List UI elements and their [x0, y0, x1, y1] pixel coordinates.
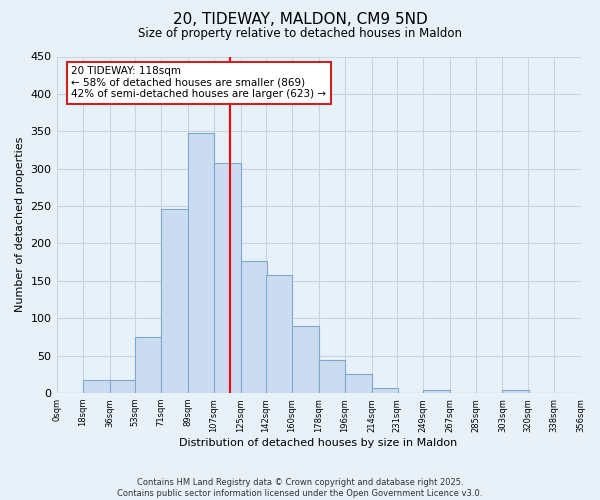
Bar: [423, 390, 449, 393]
Text: 20 TIDEWAY: 118sqm
← 58% of detached houses are smaller (869)
42% of semi-detach: 20 TIDEWAY: 118sqm ← 58% of detached hou…: [71, 66, 326, 100]
Bar: [266, 275, 292, 393]
Bar: [83, 380, 110, 393]
X-axis label: Distribution of detached houses by size in Maldon: Distribution of detached houses by size …: [179, 438, 458, 448]
Bar: [188, 133, 214, 393]
Bar: [502, 390, 529, 393]
Text: 20, TIDEWAY, MALDON, CM9 5ND: 20, TIDEWAY, MALDON, CM9 5ND: [173, 12, 427, 28]
Bar: [319, 360, 345, 393]
Bar: [161, 209, 188, 393]
Y-axis label: Number of detached properties: Number of detached properties: [15, 137, 25, 312]
Bar: [134, 337, 161, 393]
Bar: [214, 164, 241, 393]
Bar: [241, 260, 267, 393]
Bar: [345, 374, 371, 393]
Text: Contains HM Land Registry data © Crown copyright and database right 2025.
Contai: Contains HM Land Registry data © Crown c…: [118, 478, 482, 498]
Bar: [292, 326, 319, 393]
Bar: [110, 380, 136, 393]
Bar: [371, 388, 398, 393]
Text: Size of property relative to detached houses in Maldon: Size of property relative to detached ho…: [138, 28, 462, 40]
